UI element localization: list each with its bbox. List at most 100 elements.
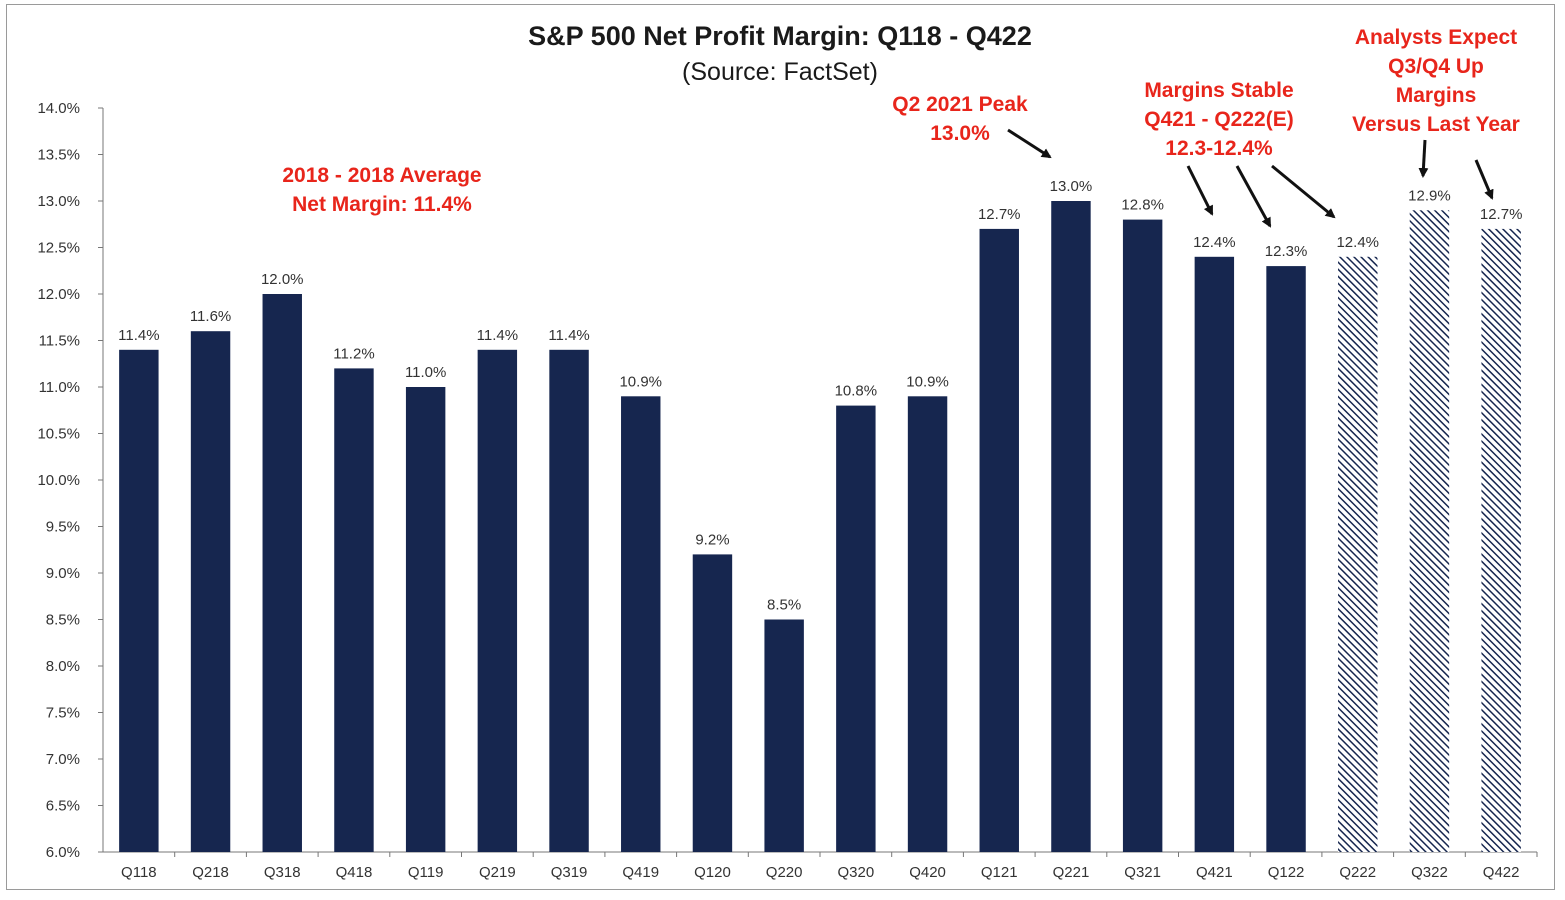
bar-q418 bbox=[334, 368, 374, 852]
y-tick-label: 10.5% bbox=[37, 426, 80, 443]
x-tick-label: Q218 bbox=[192, 864, 229, 881]
annotation-stable-line-1: Margins Stable bbox=[1144, 79, 1293, 102]
data-label-q222: 12.4% bbox=[1336, 234, 1379, 251]
annotation-average: 2018 - 2018 Average Net Margin: 11.4% bbox=[282, 164, 481, 216]
x-tick-label: Q220 bbox=[766, 864, 803, 881]
y-tick-label: 12.5% bbox=[37, 240, 80, 257]
bar-q322 bbox=[1409, 210, 1450, 853]
y-tick-label: 9.5% bbox=[46, 519, 80, 536]
y-tick-label: 11.0% bbox=[39, 379, 80, 396]
x-tick-label: Q320 bbox=[837, 864, 874, 881]
x-tick-label: Q119 bbox=[408, 864, 444, 881]
axes: 6.0% 6.5% 7.0% 7.5% 8.0% 8.5% 9.0% 9.5% 10.0% 10.… bbox=[37, 100, 1538, 881]
bar-q221 bbox=[1051, 201, 1091, 852]
bar-q319 bbox=[549, 349, 589, 852]
data-label-q319: 11.4% bbox=[548, 327, 589, 344]
bar-q419 bbox=[621, 396, 661, 852]
y-tick-label: 10.0% bbox=[37, 472, 80, 489]
y-tick-label: 7.0% bbox=[46, 751, 80, 768]
data-label-q121: 12.7% bbox=[978, 206, 1021, 223]
bar-q420 bbox=[907, 396, 948, 852]
y-tick-label: 11.5% bbox=[39, 333, 80, 350]
bar-q320 bbox=[836, 405, 876, 852]
x-tick-label: Q120 bbox=[694, 864, 731, 881]
annotation-stable-line-2: Q421 - Q222(E) bbox=[1144, 108, 1293, 131]
annotation-stable-arrow-3 bbox=[1271, 164, 1336, 219]
data-label-q320: 10.8% bbox=[835, 383, 878, 400]
data-label-q420: 10.9% bbox=[906, 373, 949, 390]
bar-q318 bbox=[262, 294, 302, 852]
data-label-q219: 11.4% bbox=[477, 327, 518, 344]
bar-q321 bbox=[1122, 219, 1163, 853]
y-tick-label: 13.5% bbox=[37, 147, 80, 164]
annotation-analysts-line-2: Q3/Q4 Up bbox=[1388, 55, 1484, 78]
x-tick-label: Q222 bbox=[1339, 864, 1376, 881]
annotation-stable-arrow-2 bbox=[1235, 165, 1272, 228]
bar-q219 bbox=[477, 349, 518, 852]
data-label-q220: 8.5% bbox=[767, 597, 801, 614]
y-tick-label: 7.5% bbox=[46, 705, 80, 722]
y-tick-label: 6.5% bbox=[46, 798, 80, 815]
data-label-q218: 11.6% bbox=[190, 308, 231, 325]
annotation-average-line-2: Net Margin: 11.4% bbox=[292, 193, 472, 216]
data-label-q418: 11.2% bbox=[333, 345, 374, 362]
annotation-peak: Q2 2021 Peak 13.0% bbox=[892, 93, 1052, 159]
bar-q122 bbox=[1266, 266, 1306, 853]
data-label-q321: 12.8% bbox=[1121, 197, 1164, 214]
data-labels: 11.4% 11.6% 12.0% 11.2% 11.0% 11.4% 11.4% 10.9%… bbox=[118, 178, 1522, 614]
annotation-analysts-line-1: Analysts Expect bbox=[1355, 26, 1517, 49]
data-label-q118: 11.4% bbox=[118, 327, 159, 344]
data-label-q119: 11.0% bbox=[405, 364, 446, 381]
annotation-peak-arrow bbox=[1007, 128, 1052, 159]
y-tick-label: 9.0% bbox=[46, 565, 80, 582]
x-tick-label: Q122 bbox=[1268, 864, 1305, 881]
bar-q422 bbox=[1481, 228, 1521, 852]
chart-frame bbox=[6, 4, 1555, 890]
y-tick-label: 14.0% bbox=[37, 100, 80, 117]
annotation-peak-line-1: Q2 2021 Peak bbox=[892, 93, 1028, 116]
chart-subtitle: (Source: FactSet) bbox=[682, 58, 878, 86]
bar-q120 bbox=[692, 554, 733, 852]
x-tick-label: Q319 bbox=[551, 864, 588, 881]
annotation-stable-arrow-1 bbox=[1186, 165, 1214, 216]
annotation-average-line-1: 2018 - 2018 Average bbox=[282, 164, 481, 187]
x-tick-label: Q420 bbox=[909, 864, 946, 881]
data-label-q322: 12.9% bbox=[1408, 187, 1451, 204]
data-label-q318: 12.0% bbox=[261, 271, 304, 288]
annotation-analysts-line-4: Versus Last Year bbox=[1352, 113, 1520, 136]
y-tick-label: 12.0% bbox=[37, 286, 80, 303]
x-tick-label: Q121 bbox=[981, 864, 1018, 881]
x-tick-label: Q318 bbox=[264, 864, 301, 881]
bar-q421 bbox=[1194, 256, 1235, 852]
bar-q121 bbox=[979, 228, 1019, 852]
x-tick-label: Q421 bbox=[1196, 864, 1233, 881]
x-tick-label: Q422 bbox=[1483, 864, 1520, 881]
x-tick-label: Q219 bbox=[479, 864, 516, 881]
annotation-stable: Margins Stable Q421 - Q222(E) 12.3-12.4% bbox=[1144, 79, 1336, 228]
annotation-peak-line-2: 13.0% bbox=[930, 122, 990, 145]
x-tick-label: Q321 bbox=[1124, 864, 1161, 881]
x-tick-label: Q221 bbox=[1053, 864, 1090, 881]
y-tick-label: 8.5% bbox=[46, 612, 80, 629]
bar-q218 bbox=[190, 331, 231, 852]
data-label-q120: 9.2% bbox=[695, 531, 729, 548]
y-tick-label: 8.0% bbox=[46, 658, 80, 675]
y-tick-label: 13.0% bbox=[37, 193, 80, 210]
annotation-analysts-line-3: Margins bbox=[1396, 84, 1477, 107]
data-label-q421: 12.4% bbox=[1193, 234, 1236, 251]
y-tick-label: 6.0% bbox=[46, 844, 80, 861]
x-tick-label: Q419 bbox=[622, 864, 659, 881]
x-tick-label: Q118 bbox=[121, 864, 157, 881]
x-tick-label: Q322 bbox=[1411, 864, 1448, 881]
data-label-q419: 10.9% bbox=[619, 373, 662, 390]
bars bbox=[119, 201, 1521, 853]
bar-q119 bbox=[405, 387, 446, 852]
annotation-analysts-arrow-1 bbox=[1418, 139, 1429, 178]
annotation-analysts-arrow-2 bbox=[1474, 159, 1494, 200]
x-tick-label: Q418 bbox=[336, 864, 373, 881]
annotation-stable-line-3: 12.3-12.4% bbox=[1165, 137, 1273, 160]
data-label-q122: 12.3% bbox=[1265, 243, 1308, 260]
bar-q118 bbox=[119, 349, 159, 852]
data-label-q422: 12.7% bbox=[1480, 206, 1523, 223]
